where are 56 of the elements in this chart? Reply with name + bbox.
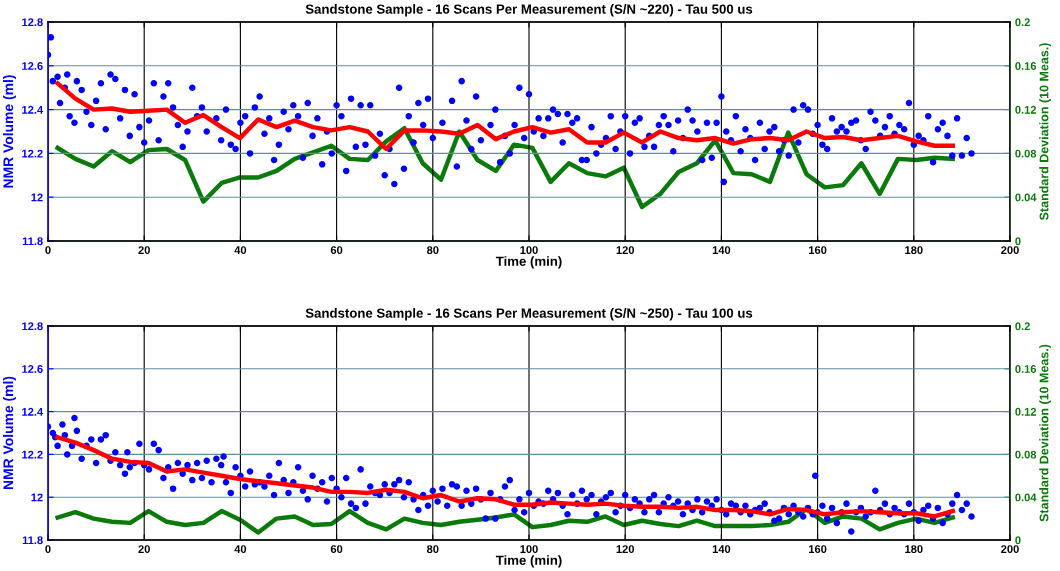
y2-tick-label: 0.2 — [1015, 322, 1030, 331]
x-tick-label: 60 — [330, 246, 343, 255]
y-tick-label: 12 — [31, 493, 43, 502]
x-tick-label: 120 — [616, 246, 635, 255]
y2-axis-title: Standard Deviation (10 Meas.) — [1039, 43, 1051, 221]
y2-tick-label: 0.16 — [1015, 62, 1037, 70]
x-tick-label: 100 — [520, 246, 538, 255]
y2-tick-label: 0 — [1015, 536, 1021, 545]
x-axis-title: Time (min) — [495, 555, 562, 568]
y-tick-label: 12.8 — [22, 322, 43, 331]
y-axis-title: NMR Volume (ml) — [3, 75, 16, 188]
x-tick-label: 200 — [1001, 246, 1019, 255]
chart-title: Sandstone Sample - 16 Scans Per Measurement (S/N ~250) - Tau 100 us — [305, 308, 753, 321]
chart-title: Sandstone Sample - 16 Scans Per Measurement (S/N ~220) - Tau 500 us — [305, 4, 753, 17]
x-tick-label: 100 — [520, 545, 538, 554]
x-tick-label: 80 — [426, 545, 439, 554]
y-tick-label: 12.2 — [22, 450, 43, 459]
y2-tick-label: 0.2 — [1015, 18, 1030, 27]
x-tick-label: 0 — [45, 545, 51, 554]
x-tick-label: 20 — [138, 246, 150, 255]
y2-tick-label: 0.08 — [1015, 450, 1037, 459]
y2-axis-title: Standard Deviation (10 Meas.) — [1039, 344, 1051, 522]
x-tick-label: 80 — [426, 246, 439, 255]
x-tick-label: 40 — [234, 246, 247, 255]
x-tick-label: 60 — [330, 545, 343, 554]
y2-tick-label: 0.12 — [1015, 105, 1037, 114]
x-tick-label: 140 — [712, 246, 731, 255]
x-tick-label: 20 — [138, 545, 150, 554]
y-axis-title: NMR Volume (ml) — [3, 376, 16, 490]
x-axis-title: Time (min) — [495, 256, 562, 269]
y2-tick-label: 0.04 — [1015, 493, 1037, 502]
y-tick-label: 12.4 — [22, 105, 44, 114]
x-tick-label: 140 — [712, 545, 731, 554]
x-tick-label: 180 — [905, 545, 923, 554]
y-tick-label: 12.2 — [22, 149, 43, 158]
y2-tick-label: 0.16 — [1015, 365, 1037, 373]
y2-tick-label: 0 — [1015, 237, 1021, 246]
y-tick-label: 11.8 — [22, 237, 43, 246]
x-tick-label: 200 — [1001, 545, 1019, 554]
y-tick-label: 12 — [31, 193, 43, 202]
x-tick-label: 0 — [45, 246, 51, 255]
line-series — [55, 506, 955, 535]
y2-tick-label: 0.04 — [1015, 193, 1037, 202]
y-tick-label: 12.4 — [22, 407, 44, 416]
x-tick-label: 160 — [809, 545, 827, 554]
x-tick-label: 180 — [905, 246, 923, 255]
y-tick-label: 12.6 — [22, 62, 43, 70]
y2-tick-label: 0.12 — [1015, 407, 1037, 416]
y2-tick-label: 0.08 — [1015, 149, 1037, 158]
line-series — [55, 126, 955, 210]
x-tick-label: 120 — [616, 545, 635, 554]
y-tick-label: 12.6 — [22, 365, 43, 373]
y-tick-label: 12.8 — [22, 18, 43, 27]
x-tick-label: 160 — [809, 246, 827, 255]
y-tick-label: 11.8 — [22, 536, 43, 545]
x-tick-label: 40 — [234, 545, 247, 554]
